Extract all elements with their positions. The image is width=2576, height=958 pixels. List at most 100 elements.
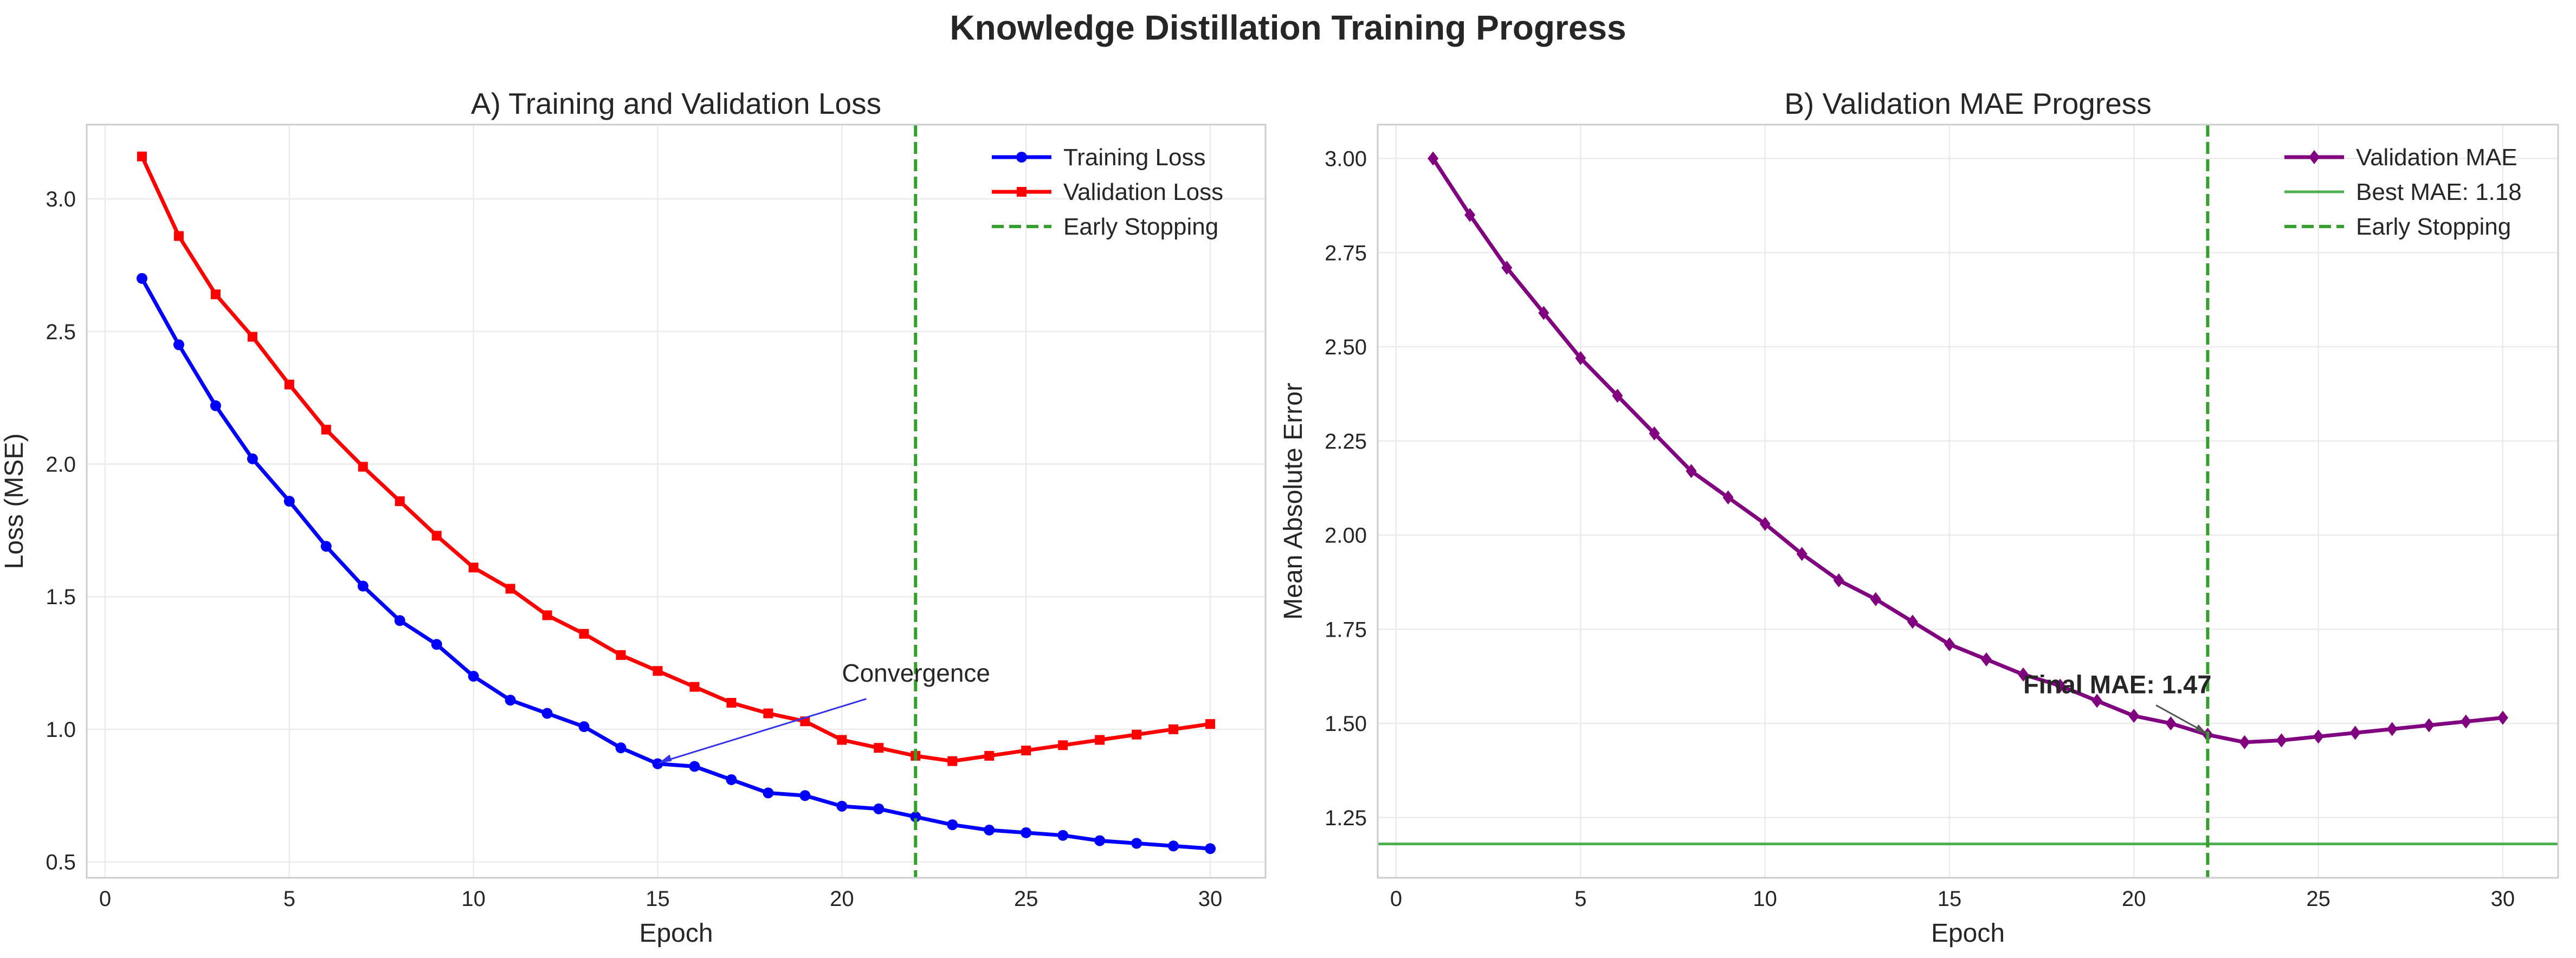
- x-tick-label: 30: [2491, 887, 2515, 911]
- data-point: [1428, 151, 1439, 166]
- legend-item-validation-loss: Validation Loss: [992, 179, 1223, 205]
- y-tick-label: 3.00: [1325, 147, 1367, 171]
- x-tick-label: 25: [2306, 887, 2330, 911]
- data-point: [136, 273, 147, 284]
- data-point: [2018, 667, 2029, 682]
- data-point: [247, 453, 258, 464]
- y-axis-title: Loss (MSE): [0, 433, 29, 569]
- data-point: [2460, 714, 2471, 729]
- data-point: [947, 819, 958, 831]
- y-tick-label: 1.5: [46, 585, 76, 609]
- x-tick-label: 30: [1198, 887, 1223, 911]
- plot-area: [87, 125, 1266, 878]
- data-point: [873, 803, 885, 814]
- data-point: [1722, 490, 1734, 505]
- x-tick-label: 15: [1938, 887, 1962, 911]
- data-point: [2497, 710, 2508, 725]
- data-point: [1058, 740, 1068, 750]
- x-tick-label: 10: [461, 887, 486, 911]
- data-point: [1131, 838, 1142, 849]
- legend-swatch-marker: [2309, 150, 2320, 164]
- data-point: [2423, 718, 2435, 733]
- x-tick-label: 20: [830, 887, 854, 911]
- chart-title: B) Validation MAE Progress: [1784, 87, 2152, 120]
- data-point: [1833, 573, 1844, 587]
- data-point: [394, 615, 405, 626]
- data-point: [689, 761, 700, 772]
- x-tick-label: 10: [1753, 887, 1777, 911]
- data-point: [542, 610, 552, 620]
- data-point: [320, 541, 332, 552]
- data-point: [1168, 724, 1179, 734]
- data-point: [1132, 729, 1142, 740]
- legend-item-best-mae-1-18: Best MAE: 1.18: [2284, 179, 2522, 205]
- chart-title: A) Training and Validation Loss: [471, 87, 881, 120]
- legend-item-early-stopping: Early Stopping: [992, 213, 1218, 240]
- data-point: [874, 743, 884, 753]
- data-point: [984, 824, 995, 836]
- data-point: [357, 580, 369, 592]
- legend-label: Training Loss: [1063, 144, 1206, 171]
- data-point: [541, 708, 553, 719]
- data-point: [1796, 547, 1807, 561]
- y-tick-label: 1.0: [46, 718, 76, 742]
- data-point: [1944, 637, 1955, 652]
- data-point: [1021, 827, 1032, 838]
- data-point: [689, 682, 700, 692]
- data-point: [2091, 694, 2103, 708]
- x-tick-label: 0: [1390, 887, 1402, 911]
- data-point: [2239, 735, 2250, 749]
- data-point: [910, 811, 921, 823]
- y-tick-label: 2.25: [1325, 430, 1367, 454]
- data-point: [505, 584, 515, 594]
- legend-label: Best MAE: 1.18: [2356, 179, 2522, 205]
- plot-frame: [1377, 124, 2559, 879]
- data-point: [1870, 592, 1881, 606]
- data-point: [1094, 835, 1106, 846]
- data-point: [2165, 716, 2177, 731]
- y-tick-label: 2.5: [46, 320, 76, 344]
- data-point: [1575, 351, 1586, 365]
- x-tick-label: 0: [99, 887, 111, 911]
- data-point: [984, 750, 995, 761]
- legend: Training Loss Validation Loss Early Stoppi…: [992, 144, 1223, 240]
- data-point: [1907, 614, 1918, 629]
- plot-frame: [86, 124, 1267, 879]
- series-line-training-loss: [140, 277, 1211, 851]
- data-point: [358, 462, 368, 472]
- y-tick-label: 2.50: [1325, 335, 1367, 359]
- y-tick-label: 1.50: [1325, 712, 1367, 736]
- data-point: [1205, 719, 1216, 729]
- data-point: [763, 708, 773, 718]
- x-tick-label: 25: [1014, 887, 1038, 911]
- data-point: [210, 289, 221, 300]
- x-tick-label: 20: [2122, 887, 2146, 911]
- annotation-arrow-head: [657, 754, 672, 764]
- x-tick-label: 5: [283, 887, 295, 911]
- legend-item-early-stopping: Early Stopping: [2284, 213, 2511, 240]
- data-point: [616, 650, 626, 660]
- data-point: [1095, 735, 1105, 745]
- data-point: [836, 800, 848, 812]
- data-point: [653, 666, 663, 676]
- legend: Validation MAE Best MAE: 1.18 Early Stoppi…: [2284, 144, 2522, 240]
- annotation-arrow: [661, 698, 867, 763]
- data-point: [1649, 426, 1660, 441]
- data-point: [1168, 840, 1179, 852]
- figure-title: Knowledge Distillation Training Progress: [950, 8, 1626, 47]
- series-validation-mae: [1428, 151, 2508, 749]
- data-point: [837, 735, 847, 745]
- data-point: [468, 671, 479, 682]
- data-point: [1981, 652, 1992, 666]
- data-point: [321, 424, 331, 435]
- y-axis-title: Mean Absolute Error: [1279, 383, 1308, 620]
- data-point: [1057, 830, 1069, 841]
- data-point: [1205, 843, 1216, 855]
- legend-label: Early Stopping: [2356, 213, 2511, 240]
- data-point: [2386, 722, 2398, 736]
- y-tick-label: 2.0: [46, 452, 76, 476]
- data-point: [947, 756, 958, 766]
- chart-panel-1: 0 5 10 15 20 25 30 0.5 1.0 1.5 2.0 2.5 3.0 Epoch Loss …: [0, 87, 1267, 948]
- series-training-loss: [136, 273, 1216, 855]
